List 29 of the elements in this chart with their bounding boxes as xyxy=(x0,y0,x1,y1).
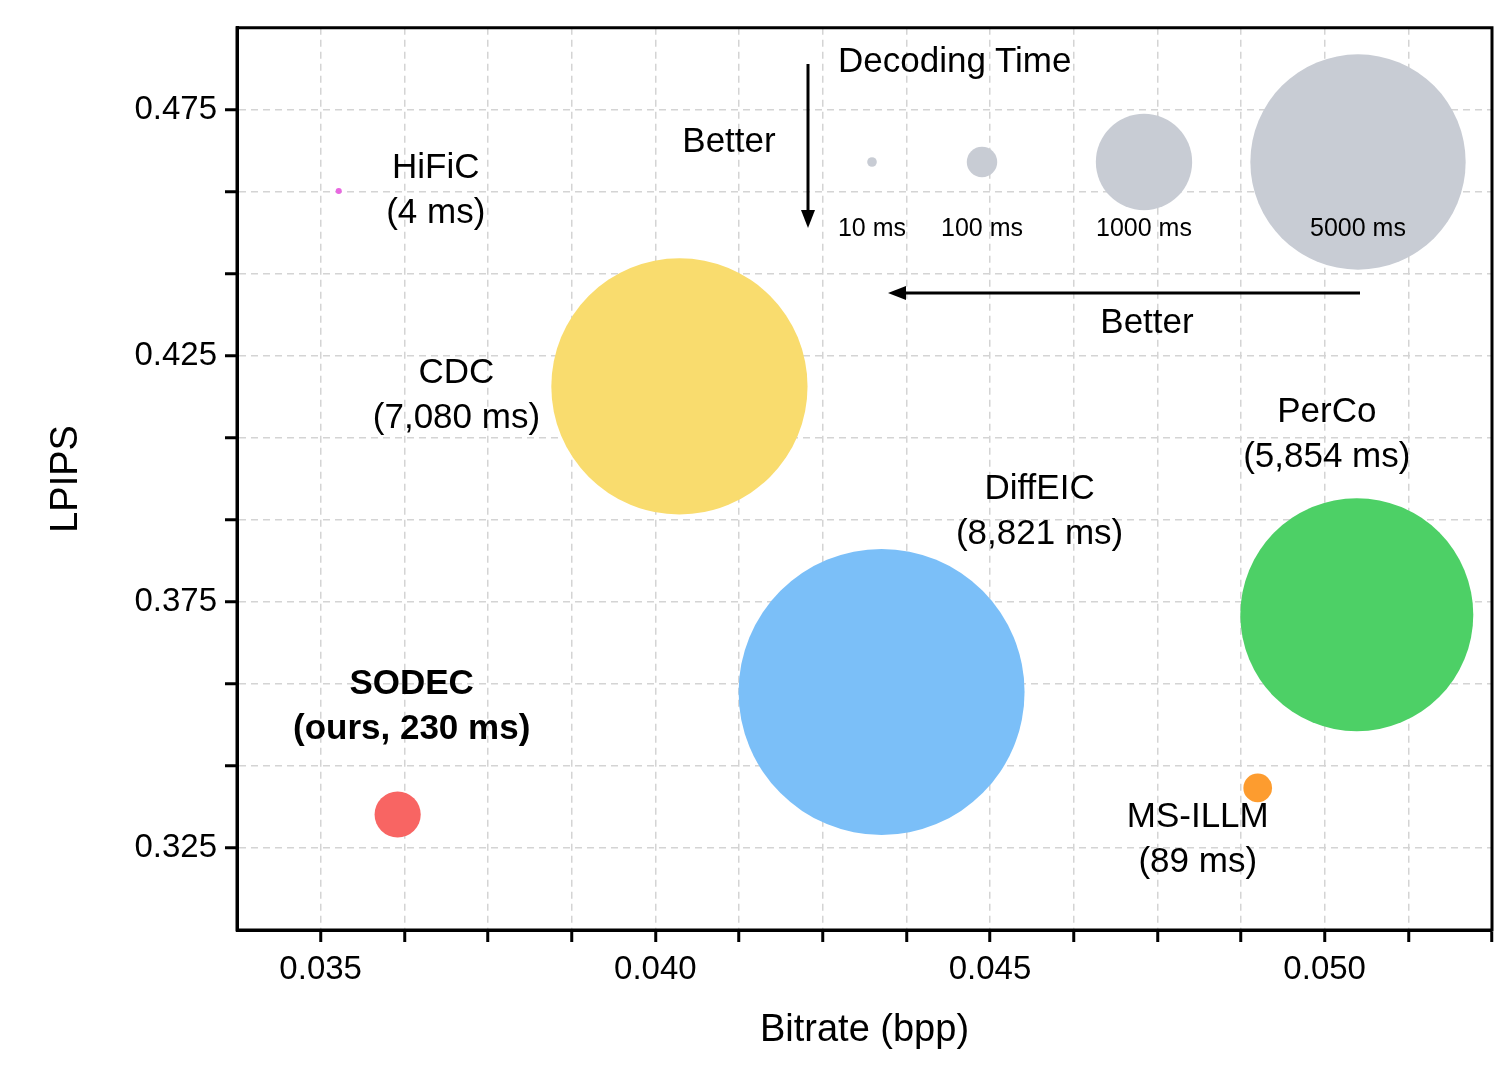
x-tick-label: 0.045 xyxy=(948,948,1032,986)
legend-label: 1000 ms xyxy=(1096,212,1192,241)
series-label: CDC xyxy=(418,350,495,390)
text: SODEC xyxy=(349,661,474,701)
data-label: (4 ms) xyxy=(386,191,486,231)
x-axis-title: Bitrate (bpp) xyxy=(759,1006,970,1049)
data-label: (89 ms) xyxy=(1138,840,1258,880)
annotation: Better xyxy=(1100,300,1195,340)
y-tick-label: 0.325 xyxy=(134,827,217,865)
series-label: DiffEIC xyxy=(984,467,1095,507)
data-label: (5,854 ms) xyxy=(1243,434,1411,474)
series-label: HiFiC xyxy=(392,146,480,186)
series-label: MS-ILLM xyxy=(1126,795,1269,835)
annotation: Better xyxy=(682,119,777,159)
y-axis-title: LPIPS xyxy=(43,425,86,533)
legend-label: 5000 ms xyxy=(1310,212,1406,241)
data-label: (8,821 ms) xyxy=(955,512,1124,552)
legend-title: Decoding Time xyxy=(838,39,1072,79)
text: PerCo xyxy=(1277,389,1377,429)
legend-label: 100 ms xyxy=(941,212,1023,241)
legend-label: 10 ms xyxy=(837,212,907,241)
x-tick-label: 0.050 xyxy=(1283,948,1366,986)
data-label: (ours, 230 ms) xyxy=(292,706,531,746)
x-tick-label: 0.035 xyxy=(279,948,362,986)
data-label: (7,080 ms) xyxy=(372,395,541,435)
x-tick-label: 0.040 xyxy=(614,948,697,986)
y-tick-label: 0.375 xyxy=(134,581,217,619)
y-tick-label: 0.425 xyxy=(134,334,217,372)
y-tick-label: 0.475 xyxy=(134,88,217,126)
